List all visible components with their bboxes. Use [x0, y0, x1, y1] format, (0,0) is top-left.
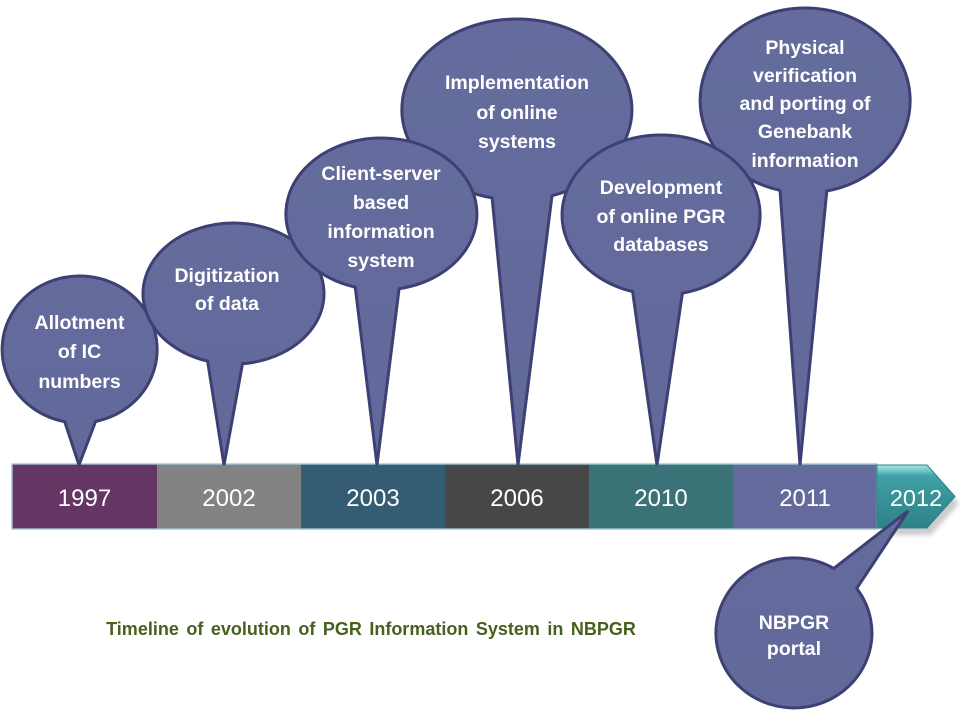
- svg-text:2002: 2002: [202, 485, 255, 512]
- svg-text:and porting of: and porting of: [739, 93, 871, 115]
- svg-text:Genebank: Genebank: [758, 121, 852, 143]
- svg-text:1997: 1997: [58, 485, 111, 512]
- svg-text:of online: of online: [476, 102, 557, 124]
- svg-text:2011: 2011: [779, 485, 831, 512]
- svg-text:of online PGR: of online PGR: [597, 206, 726, 228]
- svg-text:of IC: of IC: [58, 341, 101, 363]
- svg-text:Digitization: Digitization: [174, 265, 279, 287]
- svg-text:Physical: Physical: [765, 37, 844, 59]
- svg-text:Client-server: Client-server: [321, 163, 441, 185]
- svg-text:Implementation: Implementation: [445, 72, 589, 94]
- svg-text:portal: portal: [767, 638, 821, 660]
- svg-text:information: information: [327, 221, 434, 243]
- svg-text:information: information: [751, 150, 858, 172]
- svg-text:Allotment: Allotment: [35, 312, 125, 334]
- svg-text:NBPGR: NBPGR: [759, 612, 829, 634]
- svg-text:based: based: [353, 192, 409, 214]
- svg-text:2012: 2012: [890, 485, 942, 511]
- svg-text:databases: databases: [613, 234, 709, 256]
- svg-text:Timeline of evolution of PGR I: Timeline of evolution of PGR Information…: [106, 619, 636, 639]
- svg-text:2003: 2003: [346, 485, 399, 512]
- svg-text:systems: systems: [478, 131, 556, 153]
- svg-text:of data: of data: [195, 293, 259, 315]
- svg-text:system: system: [347, 250, 414, 272]
- svg-text:Development: Development: [600, 177, 723, 199]
- svg-text:2006: 2006: [490, 485, 543, 512]
- svg-text:2010: 2010: [634, 485, 687, 512]
- svg-text:verification: verification: [753, 65, 857, 87]
- svg-text:numbers: numbers: [38, 371, 121, 393]
